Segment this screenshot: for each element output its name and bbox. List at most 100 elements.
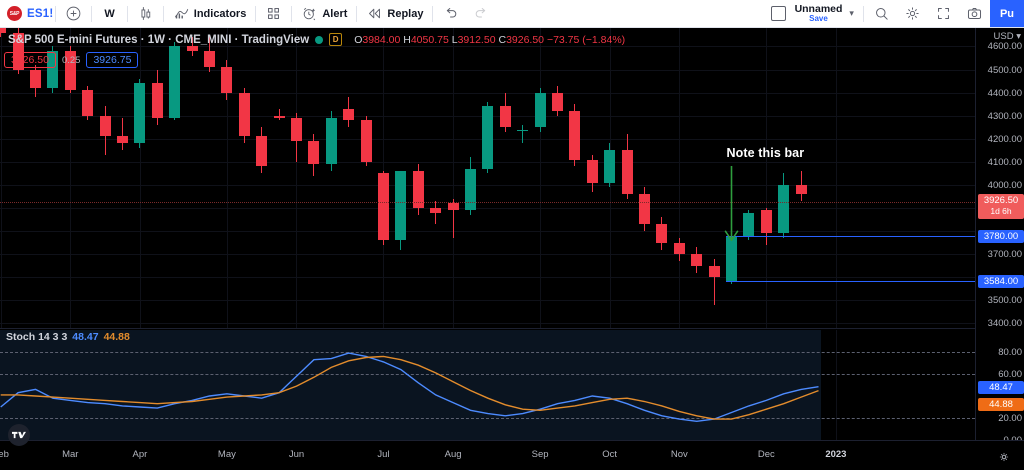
stochastic-lines [0,352,819,423]
open-value: 3984.00 [362,33,401,46]
templates-button[interactable] [258,0,289,27]
indicator-k-label[interactable]: 48.47 [978,380,1024,394]
search-button[interactable] [866,0,897,27]
replay-label: Replay [387,7,424,20]
price-level-line[interactable] [726,235,975,237]
divider [255,5,257,22]
time-scale[interactable]: Feb Mar Apr May Jun Jul Aug Sep Oct Nov Dec 2023 [0,440,1024,470]
candle-wick [522,124,524,144]
candle [256,28,268,328]
grid-line [0,92,975,94]
price-tick: 3400.00 [987,318,1022,330]
chart-settings-button[interactable] [998,450,1010,468]
candle-body [534,92,546,128]
candle-body [656,224,668,243]
plus-circle-icon [67,6,81,21]
price-tick: 4400.00 [987,87,1022,99]
candle [673,28,685,328]
candle [778,28,790,328]
candle-wick [122,118,123,151]
session-badge: D [329,33,343,46]
layout-square-icon[interactable] [770,6,786,21]
candle-body [151,83,163,118]
replay-icon [369,8,381,19]
candle-wick [452,198,454,238]
high-key: H [403,33,411,46]
candle-body [621,150,633,195]
candle-body [430,208,442,213]
candle-body [238,92,250,137]
indicators-button[interactable]: Indicators [166,0,254,27]
candle [726,28,737,328]
grid-line [0,184,975,186]
open-key: O [354,33,363,46]
candle [465,28,476,328]
stochastic-pane[interactable] [0,330,975,440]
timeframe-button[interactable]: W [104,7,115,20]
grid-line [0,300,975,302]
grid-line [836,330,837,440]
add-symbol-button[interactable] [58,0,89,27]
candle-body [465,168,476,211]
currency-unit[interactable]: USD ▾ [993,31,1021,42]
symbol-button[interactable]: ES1! [27,7,54,20]
redo-button[interactable] [466,0,497,27]
candle [47,28,59,328]
price-pane[interactable] [0,28,975,328]
price-level-line[interactable] [726,280,975,282]
candle [569,28,581,328]
replay-button[interactable]: Replay [359,0,430,27]
grid-line [0,208,975,209]
layout-save-control[interactable]: Unnamed Save [792,3,846,23]
candle-body [0,28,7,33]
snapshot-button[interactable] [959,0,990,27]
search-icon [875,8,888,20]
indicator-d-label[interactable]: 44.88 [978,397,1024,411]
time-tick: Aug [444,449,462,460]
undo-icon [447,8,457,18]
grid-line [0,323,975,325]
low-value: 3912.50 [457,33,496,46]
fullscreen-button[interactable] [928,0,959,27]
top-toolbar: S&P ES1! W [0,0,1024,28]
legend-title: S&P 500 E-mini Futures · 1W · CME_MINI ·… [8,33,310,46]
candle [273,28,285,328]
candle-body [708,265,720,278]
alert-button[interactable]: Alert [294,0,354,27]
chart-canvas[interactable]: S&P 500 E-mini Futures · 1W · CME_MINI ·… [0,28,975,440]
last-price-label[interactable]: 3926.50 1d 6h [978,193,1024,219]
candle-body [499,106,511,128]
gear-icon [906,7,919,20]
undo-button[interactable] [435,0,466,27]
tradingview-logo-icon[interactable] [8,424,30,446]
grid-line [453,28,454,328]
candle [360,28,372,328]
price-level-label[interactable]: 3584.00 [978,274,1024,288]
candle [308,28,320,328]
candle [795,28,807,328]
candle-wick [713,258,715,305]
candle [12,28,24,328]
alert-label: Alert [322,7,348,20]
candle-body [778,184,790,234]
price-level-label[interactable]: 3780.00 [978,229,1024,243]
low-key: L [451,33,458,46]
grid-line [836,28,837,328]
settings-button[interactable] [897,0,928,27]
publish-button[interactable]: Pu [989,0,1024,27]
candle [169,28,181,328]
chart-type-button[interactable] [130,0,161,27]
candle [586,28,598,328]
chevron-down-icon[interactable]: ▾ [849,8,854,18]
price-level-line[interactable] [0,201,975,203]
chart-legend: S&P 500 E-mini Futures · 1W · CME_MINI ·… [8,33,625,46]
candle-body [378,173,389,241]
annotation-label[interactable]: Note this bar [726,146,805,160]
candle [430,28,442,328]
candle [708,28,720,328]
candle-body [726,235,737,281]
price-scale[interactable]: USD ▾ 4600.00 4500.00 4400.00 4300.00 4200.0… [975,28,1024,446]
candle [743,28,755,328]
indicator-legend[interactable]: Stoch 14 3 3 48.47 44.88 [6,331,130,343]
candle [412,28,424,328]
